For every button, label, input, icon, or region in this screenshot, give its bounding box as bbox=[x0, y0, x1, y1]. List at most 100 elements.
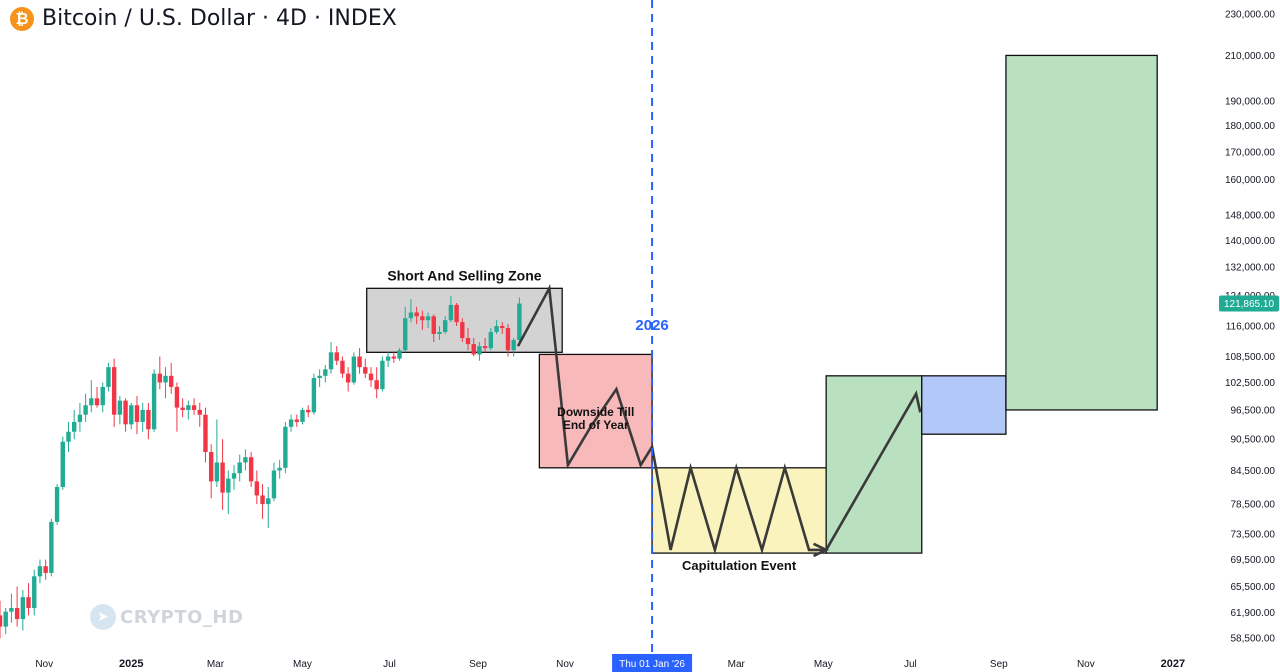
candle-body bbox=[345, 373, 351, 383]
zone-box-4 bbox=[921, 375, 1007, 435]
y-axis[interactable]: 230,000.00 210,000.00 190,000.00 180,000.00… bbox=[1219, 9, 1279, 645]
projection-layer bbox=[516, 283, 922, 558]
x-tick-label: Nov bbox=[35, 659, 53, 670]
candle-body bbox=[408, 312, 414, 319]
candle-body bbox=[237, 462, 242, 474]
candle-body bbox=[3, 611, 8, 627]
y-tick-label: 140,000.00 bbox=[1225, 236, 1275, 247]
x-tick-label: Nov bbox=[556, 659, 574, 670]
candle-body bbox=[163, 375, 168, 383]
candle-body bbox=[403, 318, 408, 351]
zone-label-short-selling: Short And Selling Zone bbox=[387, 267, 541, 283]
candle-body bbox=[465, 337, 471, 345]
candle-body bbox=[243, 457, 248, 463]
candle-body bbox=[425, 316, 431, 321]
x-tick-label: May bbox=[814, 659, 833, 670]
candle-body bbox=[323, 369, 328, 376]
candle-body bbox=[83, 405, 88, 415]
x-tick-label: Nov bbox=[1077, 659, 1095, 670]
projection-arrowhead bbox=[812, 542, 830, 558]
candle-body bbox=[169, 375, 174, 387]
candle-body bbox=[191, 405, 197, 410]
candle-body bbox=[454, 304, 459, 323]
candle-body bbox=[311, 378, 317, 413]
candle-body bbox=[129, 405, 134, 425]
candle-body bbox=[71, 421, 77, 432]
x-tick-label: Mar bbox=[207, 659, 225, 670]
candle-body bbox=[494, 326, 499, 332]
candle-body bbox=[357, 356, 362, 368]
candle-body bbox=[437, 331, 442, 334]
candle-body bbox=[328, 352, 334, 370]
candle-body bbox=[363, 367, 368, 374]
chart-title: Bitcoin / U.S. Dollar · 4D · INDEX bbox=[42, 6, 397, 31]
candle-body bbox=[134, 405, 140, 422]
candle-body bbox=[146, 409, 151, 430]
candle-body bbox=[288, 419, 294, 427]
zone-label-downside-line2: End of Year bbox=[563, 418, 629, 432]
candle-body bbox=[186, 405, 191, 410]
crosshair-date-badge bbox=[612, 654, 693, 672]
candle-body bbox=[89, 398, 94, 406]
candle-body bbox=[0, 615, 3, 627]
x-axis[interactable]: Nov 2025 Mar May Jul Sep Nov Mar May Jul Sep Nov 202… bbox=[35, 654, 1185, 672]
y-tick-label: 170,000.00 bbox=[1225, 147, 1275, 158]
y-tick-label: 61,900.00 bbox=[1231, 608, 1276, 619]
watermark: ➤ CRYPTO_HD bbox=[90, 604, 243, 630]
candle-body bbox=[66, 431, 71, 442]
candle-body bbox=[351, 356, 357, 383]
candle-body bbox=[505, 328, 511, 351]
y-tick-label: 148,000.00 bbox=[1225, 210, 1275, 221]
chart-header: ₿ Bitcoin / U.S. Dollar · 4D · INDEX bbox=[10, 6, 397, 31]
y-tick-label: 160,000.00 bbox=[1225, 175, 1275, 186]
y-tick-label: 73,500.00 bbox=[1231, 530, 1276, 541]
candle-body bbox=[254, 481, 260, 496]
candle-body bbox=[123, 400, 128, 425]
candle-body bbox=[140, 409, 145, 422]
candle-body bbox=[32, 576, 37, 609]
candle-body bbox=[197, 409, 202, 415]
bitcoin-icon: ₿ bbox=[10, 6, 34, 31]
y-tick-label: 96,500.00 bbox=[1231, 405, 1276, 416]
zones-layer bbox=[366, 54, 1158, 554]
candle-body bbox=[14, 608, 20, 620]
candle-body bbox=[414, 312, 419, 317]
y-tick-label: 230,000.00 bbox=[1225, 9, 1275, 20]
candle-body bbox=[334, 352, 339, 361]
candle-body bbox=[448, 304, 454, 321]
x-tick-label: Jul bbox=[904, 659, 917, 670]
candle-body bbox=[482, 346, 488, 349]
crosshair-layer: 2026 bbox=[635, 0, 669, 652]
candle-body bbox=[266, 498, 271, 505]
candle-body bbox=[94, 398, 100, 406]
candles-layer bbox=[0, 295, 522, 639]
candle-body bbox=[391, 356, 397, 359]
candle-body bbox=[77, 414, 83, 422]
x-tick-label: May bbox=[293, 659, 312, 670]
x-tick-label: Mar bbox=[728, 659, 746, 670]
candle-body bbox=[157, 373, 163, 383]
candle-body bbox=[9, 608, 14, 612]
candle-body bbox=[294, 419, 299, 422]
candle-body bbox=[208, 451, 214, 482]
candle-body bbox=[517, 303, 522, 341]
candle-body bbox=[174, 386, 180, 408]
candle-body bbox=[477, 346, 482, 355]
candle-body bbox=[460, 322, 465, 338]
candle-body bbox=[60, 441, 65, 487]
candle-body bbox=[420, 316, 425, 321]
x-tick-label: Sep bbox=[469, 659, 487, 670]
y-tick-label: 210,000.00 bbox=[1225, 51, 1275, 62]
candle-body bbox=[271, 470, 277, 499]
candle-body bbox=[260, 495, 265, 505]
candle-body bbox=[203, 414, 208, 452]
y-tick-label: 90,500.00 bbox=[1231, 435, 1276, 446]
y-tick-label: 58,500.00 bbox=[1231, 634, 1276, 645]
y-tick-label: 180,000.00 bbox=[1225, 121, 1275, 132]
candle-body bbox=[54, 486, 60, 522]
candle-body bbox=[431, 316, 436, 334]
candle-body bbox=[442, 320, 448, 332]
y-tick-label: 108,500.00 bbox=[1225, 352, 1275, 363]
year-marker-label: 2026 bbox=[635, 317, 668, 334]
